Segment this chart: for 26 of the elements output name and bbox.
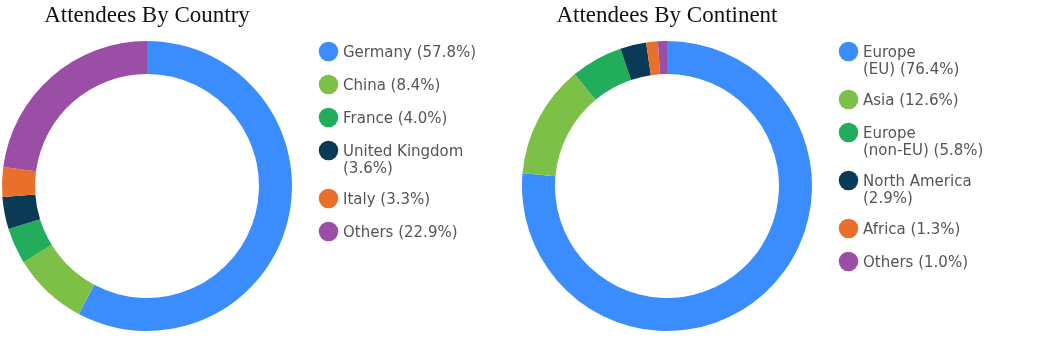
donut-slice [2, 166, 36, 197]
legend-label: Africa (1.3%) [863, 219, 961, 238]
chart-title: Attendees By Country [44, 2, 251, 27]
chart-title: Attendees By Continent [556, 2, 779, 27]
donut-slice [522, 41, 812, 331]
legend-label: Others (22.9%) [343, 222, 458, 241]
donut-slice [646, 41, 660, 76]
legend-label: North America (2.9%) [863, 171, 972, 207]
legend-label: United Kingdom (3.6%) [343, 141, 464, 177]
donut-slice [8, 219, 52, 263]
legend-label: China (8.4%) [343, 75, 441, 94]
donut-slice [657, 41, 667, 75]
donut-slice [522, 74, 596, 177]
legend-label: Italy (3.3%) [343, 189, 431, 208]
legend-label: Europe (EU) (76.4%) [863, 42, 960, 78]
legend-label: Asia (12.6%) [863, 90, 959, 109]
donut-slice [2, 194, 41, 230]
donut-slice [620, 42, 651, 80]
donut-slice [23, 244, 95, 314]
donut-slice [3, 41, 147, 172]
legend-label: Europe (non-EU) (5.8%) [863, 123, 984, 159]
legend-label: Others (1.0%) [863, 252, 968, 271]
donut-slice [574, 48, 632, 100]
legend-label: Germany (57.8%) [343, 42, 477, 61]
legend-label: France (4.0%) [343, 108, 448, 127]
donut-slice [78, 41, 292, 331]
